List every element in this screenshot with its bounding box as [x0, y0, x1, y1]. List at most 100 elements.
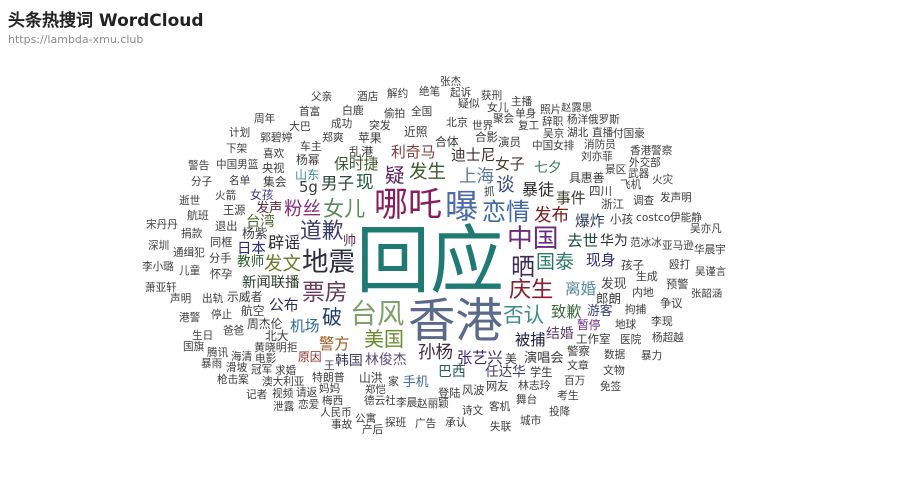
cloud-word: 投降 [549, 406, 571, 418]
cloud-word: 航空 [241, 304, 265, 318]
cloud-word: 杨紫 [242, 227, 268, 242]
cloud-word: 付国豪 [613, 128, 645, 140]
cloud-word: 拘捕 [625, 304, 647, 316]
cloud-word: 怀孕 [210, 268, 233, 281]
cloud-word: 德云社 [364, 395, 396, 407]
cloud-word: 王 [324, 360, 335, 372]
cloud-word: 发文 [264, 254, 302, 275]
cloud-word: 李晨 [396, 397, 418, 409]
cloud-word: 生日 [192, 330, 214, 342]
cloud-word: 海清 [231, 351, 253, 363]
cloud-word: 承认 [445, 416, 467, 429]
cloud-word: 小孩 [610, 212, 633, 226]
cloud-word: 杨超越 [652, 332, 684, 344]
cloud-word: 演唱会 [524, 351, 564, 366]
cloud-word: 新闻联播 [242, 275, 300, 291]
cloud-word: 探班 [385, 417, 407, 429]
cloud-word: 风波 [462, 384, 485, 397]
cloud-word: 杨洋 [567, 114, 589, 126]
cloud-word: 通缉犯 [173, 247, 205, 259]
page-url[interactable]: https://lambda-xmu.club [8, 33, 144, 46]
cloud-word: 女孩 [250, 188, 274, 202]
cloud-word: 工作室 [576, 332, 611, 346]
cloud-word: 文章 [567, 359, 589, 372]
cloud-word: 华晨宇 [694, 244, 726, 256]
cloud-word: 拒 [287, 342, 298, 354]
cloud-word: 合体 [435, 135, 459, 149]
cloud-word: 恋爱 [298, 399, 320, 411]
cloud-word: 全国 [411, 106, 433, 118]
cloud-word: costco [636, 212, 671, 224]
cloud-word: 王源 [223, 204, 246, 217]
cloud-word: 中国女排 [532, 140, 575, 152]
cloud-word: 特朗普 [312, 371, 345, 384]
cloud-word: 逝世 [179, 195, 201, 207]
cloud-word: 孩子 [621, 258, 644, 272]
cloud-word: 苹果 [358, 131, 382, 145]
cloud-word: 美国 [364, 327, 404, 351]
cloud-word: 航班 [187, 209, 209, 222]
cloud-word: 香港 [408, 294, 503, 349]
cloud-word: 下架 [226, 143, 248, 155]
cloud-word: 上海 [459, 167, 494, 187]
cloud-word: 合影 [475, 130, 498, 144]
cloud-word: 原因 [298, 350, 322, 364]
cloud-word: 分手 [209, 252, 232, 265]
cloud-word: 发声明 [660, 192, 692, 204]
cloud-word: 七夕 [534, 160, 562, 176]
cloud-word: 四川 [589, 184, 612, 198]
cloud-word: 宋丹丹 [146, 219, 178, 231]
cloud-word: 中国 [507, 224, 559, 254]
cloud-word: 去世 [567, 232, 599, 250]
cloud-word: 手机 [403, 375, 429, 390]
cloud-word: 机场 [290, 318, 320, 335]
cloud-word: 白鹿 [342, 104, 364, 117]
cloud-word: 晒 [511, 253, 535, 281]
cloud-word: 道歉 [300, 219, 344, 244]
cloud-word: 港警 [179, 312, 201, 324]
cloud-word: 消防员 [584, 139, 616, 151]
cloud-word: 暴雨 [201, 358, 223, 370]
cloud-word: 刘亦菲 [581, 151, 613, 163]
cloud-word: 林志玲 [518, 379, 551, 392]
cloud-word: 城市 [520, 415, 542, 427]
cloud-word: 庆生 [509, 277, 554, 303]
cloud-word: 电影 [255, 353, 277, 365]
cloud-word: 结婚 [546, 326, 574, 342]
cloud-word: 曝 [445, 187, 479, 226]
cloud-word: 警方 [319, 335, 350, 353]
cloud-word: 警察 [567, 344, 590, 358]
cloud-word: 主播 [511, 96, 533, 108]
cloud-word: 飞机 [620, 179, 642, 191]
cloud-word: 捐款 [181, 228, 203, 240]
cloud-word: 郭碧婷 [260, 131, 293, 144]
cloud-word: 发布 [534, 206, 569, 226]
cloud-word: 华为 [600, 233, 628, 249]
cloud-word: 梅西 [322, 395, 344, 407]
cloud-word: 台风 [350, 299, 405, 330]
cloud-word: 视频 [272, 388, 294, 400]
cloud-word: 公布 [269, 297, 299, 314]
cloud-word: 破 [322, 305, 342, 329]
cloud-word: 学生 [530, 366, 553, 379]
cloud-word: 火箭 [215, 190, 237, 202]
cloud-word: 乱港 [349, 145, 374, 159]
cloud-word: 声明 [170, 293, 192, 305]
cloud-word: 谈 [496, 175, 515, 196]
cloud-word: 韩国 [335, 353, 363, 369]
cloud-word: 吴谨言 [695, 266, 727, 278]
cloud-word: 地震 [302, 247, 355, 278]
cloud-word: 成功 [331, 118, 353, 130]
cloud-word: 聚会 [493, 113, 515, 125]
cloud-word: 数据 [604, 349, 626, 361]
cloud-word: 突发 [369, 119, 391, 132]
cloud-word: 郑爽 [322, 131, 344, 144]
cloud-word: 现 [356, 173, 374, 193]
cloud-word: 内地 [632, 286, 654, 299]
cloud-word: 预警 [666, 278, 689, 291]
cloud-word: 伊能静 [670, 212, 702, 224]
cloud-word: 中国男篮 [216, 159, 259, 171]
cloud-word: 湖北 [567, 127, 589, 139]
cloud-word: 名单 [229, 175, 251, 187]
cloud-word: 喜欢 [263, 148, 285, 160]
